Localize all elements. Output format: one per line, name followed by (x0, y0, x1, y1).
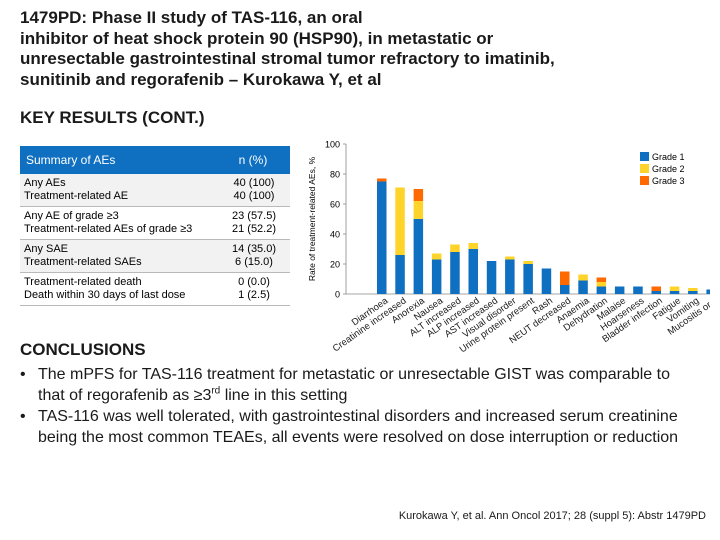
bar-grade-3 (596, 277, 607, 282)
legend-swatch (640, 176, 649, 185)
conclusion-text: line in this setting (220, 387, 348, 404)
legend-label: Grade 1 (652, 152, 685, 162)
bar-grade-2 (413, 201, 424, 219)
conclusion-item: The mPFS for TAS-116 treatment for metas… (20, 364, 680, 406)
table-row: Any SAE Treatment-related SAEs 14 (35.0) 6… (20, 240, 290, 273)
bar-grade-1 (596, 286, 607, 294)
bar-grade-1 (523, 264, 533, 294)
bar-grade-2 (450, 244, 460, 252)
row-label: Any AE of grade ≥3 (24, 210, 119, 222)
row-value: 40 (100) (233, 190, 275, 202)
bar-grade-1 (431, 259, 442, 294)
table-row: Treatment-related death Death within 30 d… (20, 273, 290, 306)
bar-grade-1 (614, 286, 625, 294)
row-label: Any SAE (24, 243, 69, 255)
bar-grade-1 (651, 291, 661, 294)
bar-grade-1 (560, 285, 570, 294)
row-value: 14 (35.0) (231, 243, 277, 255)
bar-grade-2 (596, 282, 607, 287)
table-row: Any AE of grade ≥3 Treatment-related AEs … (20, 207, 290, 240)
bar-grade-1 (413, 219, 424, 294)
conclusions-list: The mPFS for TAS-116 treatment for metas… (20, 364, 680, 448)
ae-summary-table: Summary of AEs n (%) Any AEs Treatment-re… (20, 146, 290, 306)
bar-grade-1 (505, 259, 515, 294)
row-value: 23 (57.5) (231, 210, 277, 222)
table-header-value: n (%) (238, 153, 268, 167)
bar-grade-2 (505, 256, 515, 260)
bar-grade-1 (633, 286, 643, 294)
bar-grade-1 (706, 289, 710, 294)
bar-grade-1 (450, 252, 460, 294)
bar-grade-2 (431, 253, 442, 260)
y-tick-label: 60 (330, 200, 340, 210)
row-label: Treatment-related AE (24, 190, 129, 202)
conclusion-text: The mPFS for TAS-116 treatment for metas… (38, 366, 670, 404)
bar-grade-1 (468, 249, 478, 294)
conclusion-item: TAS-116 was well tolerated, with gastroi… (20, 406, 680, 448)
bar-grade-2 (688, 288, 698, 291)
bar-grade-2 (523, 261, 533, 264)
row-value: 21 (52.2) (231, 223, 277, 235)
bar-grade-2 (468, 243, 478, 249)
bar-grade-1 (669, 291, 680, 294)
legend-swatch (640, 164, 649, 173)
row-value: 1 (2.5) (238, 289, 270, 301)
bar-grade-1 (486, 261, 497, 294)
row-value: 6 (15.0) (235, 256, 273, 268)
citation-footnote: Kurokawa Y, et al. Ann Oncol 2017; 28 (s… (398, 510, 706, 522)
bar-grade-1 (541, 268, 552, 294)
y-axis-title: Rate of treatment-related AEs, % (307, 156, 317, 281)
conclusion-superscript: rd (211, 385, 221, 397)
legend-label: Grade 3 (652, 176, 685, 186)
y-tick-label: 100 (325, 140, 340, 150)
ae-rate-chart: 0 20 40 60 80 100 Rate of treatment-related AE… (307, 140, 710, 355)
legend-swatch (640, 152, 649, 161)
row-value: 0 (0.0) (238, 276, 270, 288)
table-header-label: Summary of AEs (26, 153, 116, 167)
conclusion-text: TAS-116 was well tolerated, with gastroi… (38, 408, 679, 446)
y-tick-label: 80 (330, 170, 340, 180)
y-tick-label: 40 (330, 230, 340, 240)
row-label: Death within 30 days of last dose (24, 289, 186, 301)
bar-grade-1 (688, 291, 698, 294)
conclusions-heading: CONCLUSIONS (20, 340, 146, 359)
row-label: Treatment-related death (24, 276, 142, 288)
page-title: 1479PD: Phase II study of TAS-116, an or… (20, 8, 555, 89)
bar-grade-3 (560, 271, 570, 285)
y-tick-label: 0 (335, 290, 340, 300)
legend-label: Grade 2 (652, 164, 685, 174)
bar-grade-3 (413, 189, 424, 201)
bar-grade-1 (578, 280, 588, 294)
bar-grade-2 (395, 187, 405, 255)
bar-grade-3 (377, 178, 387, 182)
section-heading: KEY RESULTS (CONT.) (20, 108, 205, 127)
row-value: 40 (100) (233, 177, 275, 189)
bar-grade-2 (669, 286, 680, 291)
row-label: Treatment-related AEs of grade ≥3 (24, 223, 193, 235)
bar-grade-1 (395, 255, 405, 294)
table-row: Any AEs Treatment-related AE 40 (100) 40 (… (20, 174, 290, 207)
bar-grade-2 (578, 274, 588, 281)
y-tick-label: 20 (330, 260, 340, 270)
bar-grade-1 (377, 181, 387, 294)
row-label: Any AEs (24, 177, 66, 189)
row-label: Treatment-related SAEs (24, 256, 142, 268)
bar-grade-3 (651, 286, 661, 291)
table-header: Summary of AEs n (%) (20, 146, 290, 174)
